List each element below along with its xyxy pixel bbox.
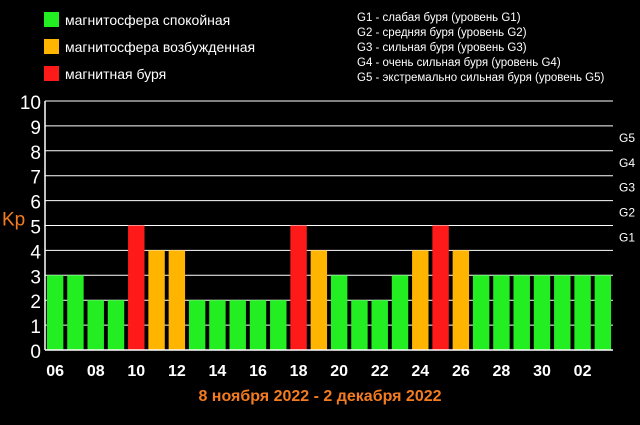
- kp-bar: [148, 250, 165, 350]
- legend-item-calm: магнитосфера спокойная: [44, 6, 255, 33]
- y-tick-label: 2: [30, 292, 41, 313]
- x-tick-label: 02: [574, 363, 592, 380]
- x-tick-label: 14: [209, 363, 227, 380]
- legend-swatch-storm: [44, 66, 59, 81]
- legend-item-excited: магнитосфера возбужденная: [44, 33, 255, 60]
- y-tick-label: 1: [30, 317, 41, 338]
- y-tick-label: 5: [30, 218, 41, 239]
- storm-level-g2: G2 - средняя буря (уровень G2): [357, 27, 527, 39]
- x-tick-label: 30: [533, 363, 551, 380]
- legend-swatch-calm: [44, 12, 59, 27]
- x-tick-label: 22: [371, 363, 389, 380]
- y-tick-label: 8: [30, 143, 41, 164]
- kp-bar: [46, 275, 64, 350]
- kp-bar: [270, 300, 287, 350]
- kp-bar: [391, 275, 409, 350]
- legend-label-calm: магнитосфера спокойная: [65, 11, 231, 28]
- legend-label-storm: магнитная буря: [65, 65, 167, 82]
- x-tick-label: 10: [127, 363, 145, 380]
- storm-level-g1: G1 - слабая буря (уровень G1): [357, 12, 521, 24]
- legend-swatch-excited: [44, 39, 59, 54]
- storm-level-axis-label-g1: G1: [619, 231, 635, 245]
- storm-level-axis-label-g2: G2: [619, 206, 635, 220]
- kp-bar: [310, 250, 328, 350]
- storm-level-g3: G3 - сильная буря (уровень G3): [357, 42, 527, 54]
- kp-bar: [412, 250, 429, 350]
- kp-bar: [594, 275, 612, 350]
- kp-bar: [432, 225, 449, 350]
- x-tick-label: 08: [87, 363, 105, 380]
- x-tick-label: 18: [290, 363, 308, 380]
- legend: магнитосфера спокойная магнитосфера возб…: [44, 6, 255, 87]
- kp-bar: [513, 275, 530, 350]
- kp-bar: [107, 300, 125, 350]
- x-tick-label: 16: [249, 363, 267, 380]
- y-tick-label: 7: [30, 168, 41, 189]
- y-tick-label: 9: [30, 118, 41, 139]
- storm-level-g4: G4 - очень сильная буря (уровень G4): [357, 57, 561, 69]
- x-tick-label: 24: [411, 363, 429, 380]
- storm-level-g5: G5 - экстремально сильная буря (уровень …: [357, 72, 605, 84]
- storm-level-axis-label-g3: G3: [619, 181, 635, 195]
- kp-bar: [87, 300, 104, 350]
- kp-bar: [493, 275, 510, 350]
- y-tick-label: 6: [30, 193, 41, 214]
- x-tick-label: 26: [452, 363, 470, 380]
- kp-bar: [249, 300, 267, 350]
- x-tick-label: 20: [330, 363, 348, 380]
- kp-bar: [168, 250, 186, 350]
- kp-bar: [67, 275, 84, 350]
- kp-bar: [290, 225, 307, 350]
- y-tick-label: 10: [20, 93, 41, 114]
- legend-label-excited: магнитосфера возбужденная: [65, 38, 256, 55]
- storm-level-axis-label-g5: G5: [619, 131, 635, 145]
- kp-bar: [574, 275, 591, 350]
- kp-bar: [472, 275, 490, 350]
- kp-bar: [371, 300, 388, 350]
- y-tick-label: 3: [30, 267, 41, 288]
- kp-bar: [229, 300, 246, 350]
- kp-bar: [452, 250, 470, 350]
- date-range-label: 8 ноября 2022 - 2 декабря 2022: [198, 388, 442, 405]
- kp-bar: [351, 300, 368, 350]
- kp-bar: [554, 275, 571, 350]
- storm-level-axis-label-g4: G4: [619, 156, 635, 170]
- x-tick-label: 06: [46, 363, 64, 380]
- y-axis-label: Kp: [2, 210, 25, 231]
- kp-bar: [330, 275, 348, 350]
- x-tick-label: 28: [493, 363, 511, 380]
- kp-bar: [533, 275, 551, 350]
- storm-levels-legend: G1 - слабая буря (уровень G1) G2 - средн…: [357, 11, 604, 86]
- kp-bar: [188, 300, 206, 350]
- x-tick-label: 12: [168, 363, 186, 380]
- y-tick-label: 0: [30, 342, 41, 363]
- y-tick-label: 4: [30, 242, 41, 263]
- kp-bar: [209, 300, 226, 350]
- legend-item-storm: магнитная буря: [44, 60, 255, 87]
- kp-bar: [128, 225, 145, 350]
